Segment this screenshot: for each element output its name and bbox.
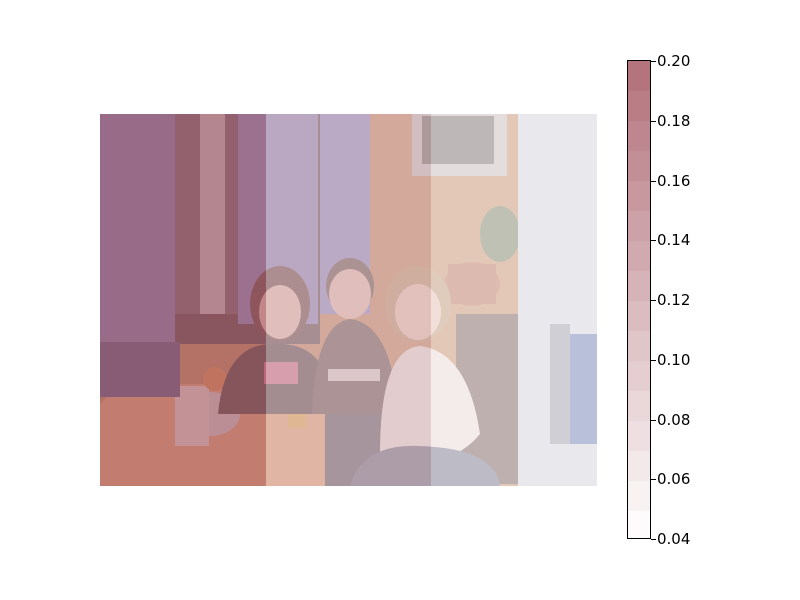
colorbar-tick-mark bbox=[651, 420, 656, 421]
colorbar-segment bbox=[628, 360, 650, 391]
colorbar-tick-mark bbox=[651, 121, 656, 122]
colorbar-segment bbox=[628, 120, 650, 152]
colorbar-segment bbox=[628, 90, 650, 122]
colorbar-tick-label: 0.10 bbox=[657, 351, 691, 369]
colorbar-tick-label: 0.20 bbox=[657, 52, 691, 70]
colorbar-tick-mark bbox=[651, 539, 656, 540]
colorbar-segment bbox=[628, 61, 650, 92]
colorbar-segment bbox=[628, 480, 650, 511]
colorbar-tick-label: 0.04 bbox=[657, 530, 691, 548]
colorbar-tick-label: 0.08 bbox=[657, 411, 691, 429]
colorbar bbox=[627, 60, 651, 539]
colorbar-tick-mark bbox=[651, 479, 656, 480]
colorbar-tick-mark bbox=[651, 240, 656, 241]
colorbar-segment bbox=[628, 390, 650, 421]
colorbar-segment bbox=[628, 150, 650, 182]
colorbar-tick-label: 0.16 bbox=[657, 172, 691, 190]
colorbar-tick-mark bbox=[651, 360, 656, 361]
colorbar-segment bbox=[628, 300, 650, 331]
colorbar-tick-mark bbox=[651, 181, 656, 182]
colorbar-tick-label: 0.14 bbox=[657, 231, 691, 249]
colorbar-segment bbox=[628, 240, 650, 272]
colorbar-tick-mark bbox=[651, 300, 656, 301]
colorbar-segment bbox=[628, 450, 650, 481]
colorbar-segment bbox=[628, 330, 650, 361]
colorbar-tick-label: 0.12 bbox=[657, 291, 691, 309]
colorbar-tick-label: 0.18 bbox=[657, 112, 691, 130]
colorbar-tick-label: 0.06 bbox=[657, 470, 691, 488]
colorbar-segment bbox=[628, 180, 650, 212]
colorbar-segment bbox=[628, 420, 650, 451]
background-photo bbox=[100, 114, 597, 486]
colorbar-segment bbox=[628, 270, 650, 301]
colorbar-tick-mark bbox=[651, 61, 656, 62]
colorbar-segment bbox=[628, 210, 650, 242]
colorbar-segment bbox=[628, 510, 650, 538]
